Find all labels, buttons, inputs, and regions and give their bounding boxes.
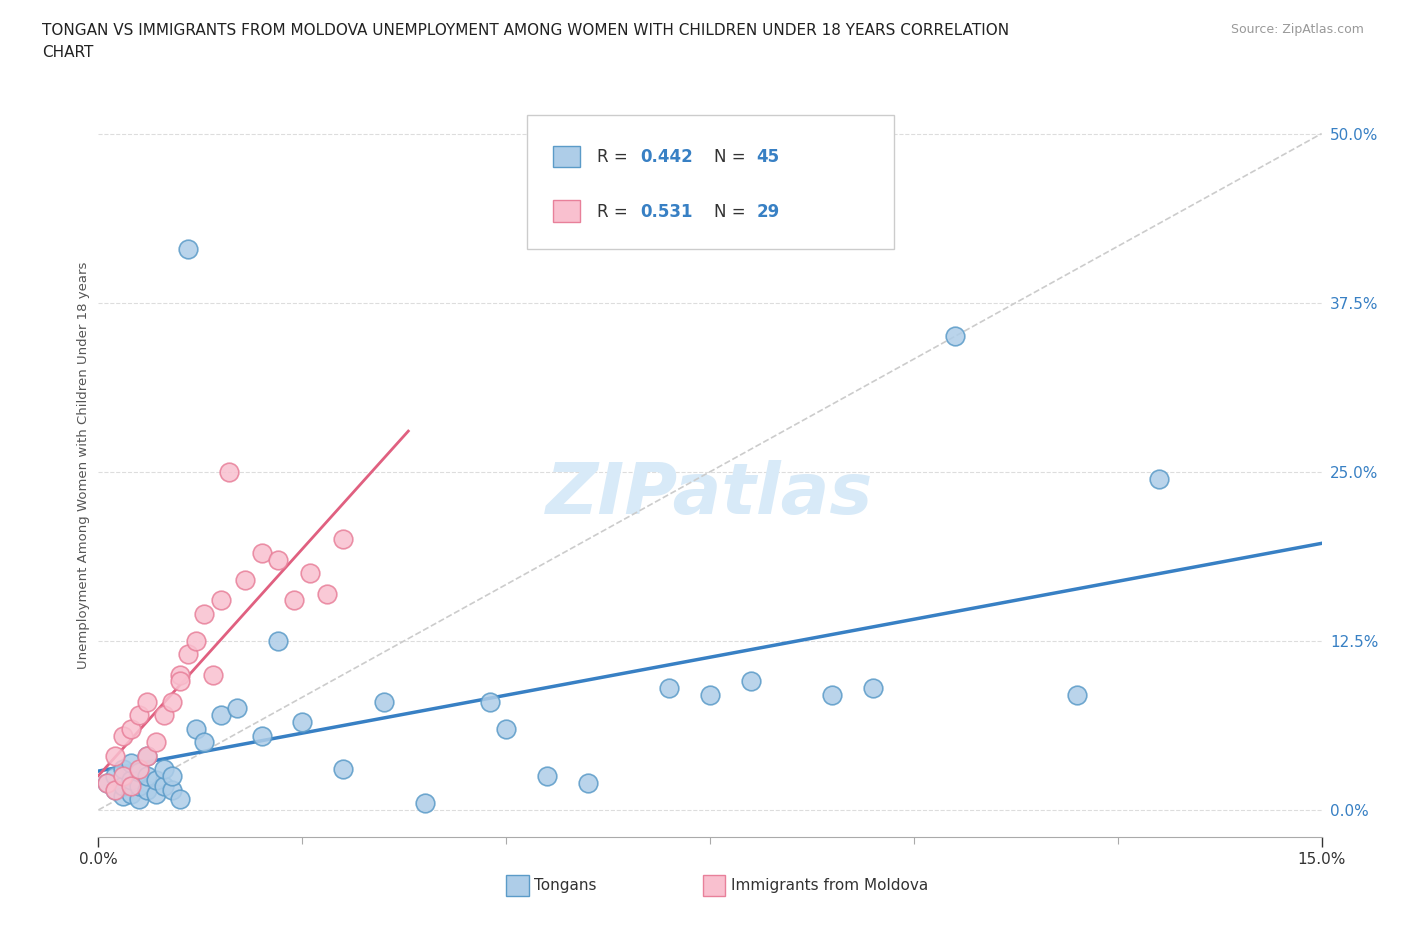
- Point: [283, 592, 305, 607]
- Text: N =: N =: [714, 203, 751, 221]
- Point: [218, 464, 240, 479]
- Point: [169, 791, 191, 806]
- Point: [209, 708, 232, 723]
- Point: [136, 749, 159, 764]
- Text: R =: R =: [598, 148, 634, 166]
- Point: [250, 728, 273, 743]
- Point: [152, 762, 174, 777]
- Point: [576, 776, 599, 790]
- Y-axis label: Unemployment Among Women with Children Under 18 years: Unemployment Among Women with Children U…: [77, 261, 90, 669]
- Point: [373, 695, 395, 710]
- Point: [152, 708, 174, 723]
- Point: [169, 667, 191, 682]
- Point: [169, 674, 191, 689]
- Point: [160, 695, 183, 710]
- Text: CHART: CHART: [42, 45, 94, 60]
- Point: [136, 769, 159, 784]
- Point: [104, 782, 127, 797]
- Point: [111, 769, 134, 784]
- Point: [209, 592, 232, 607]
- Point: [291, 714, 314, 729]
- Point: [821, 687, 844, 702]
- Point: [128, 762, 150, 777]
- Point: [177, 647, 200, 662]
- Point: [299, 565, 322, 580]
- Point: [128, 778, 150, 793]
- Point: [128, 791, 150, 806]
- Point: [136, 749, 159, 764]
- Text: R =: R =: [598, 203, 634, 221]
- Point: [128, 708, 150, 723]
- Point: [1147, 472, 1170, 486]
- Point: [267, 633, 290, 648]
- Point: [145, 773, 167, 788]
- Point: [495, 722, 517, 737]
- Point: [120, 786, 142, 801]
- Text: Tongans: Tongans: [534, 878, 596, 893]
- Point: [862, 681, 884, 696]
- Point: [120, 755, 142, 770]
- Point: [332, 532, 354, 547]
- Point: [201, 667, 224, 682]
- Text: N =: N =: [714, 148, 751, 166]
- Point: [111, 778, 134, 793]
- Point: [104, 769, 127, 784]
- Point: [699, 687, 721, 702]
- Point: [145, 735, 167, 750]
- Text: 0.531: 0.531: [640, 203, 693, 221]
- Point: [111, 789, 134, 804]
- Point: [160, 782, 183, 797]
- Point: [193, 735, 215, 750]
- Point: [96, 776, 118, 790]
- Point: [104, 782, 127, 797]
- Text: 0.442: 0.442: [640, 148, 693, 166]
- Point: [233, 573, 256, 588]
- Point: [128, 764, 150, 779]
- Point: [186, 722, 208, 737]
- Point: [152, 778, 174, 793]
- Point: [413, 796, 436, 811]
- Bar: [554, 145, 581, 166]
- Point: [136, 782, 159, 797]
- Point: [1066, 687, 1088, 702]
- Point: [111, 728, 134, 743]
- Point: [332, 762, 354, 777]
- Point: [478, 695, 501, 710]
- Point: [186, 633, 208, 648]
- Text: Immigrants from Moldova: Immigrants from Moldova: [731, 878, 928, 893]
- Point: [193, 606, 215, 621]
- Text: Source: ZipAtlas.com: Source: ZipAtlas.com: [1230, 23, 1364, 36]
- FancyBboxPatch shape: [526, 115, 894, 249]
- Point: [160, 769, 183, 784]
- Point: [536, 769, 558, 784]
- Text: 45: 45: [756, 148, 780, 166]
- Point: [136, 695, 159, 710]
- Bar: [554, 200, 581, 221]
- Text: 29: 29: [756, 203, 780, 221]
- Point: [267, 552, 290, 567]
- Point: [226, 701, 249, 716]
- Point: [120, 773, 142, 788]
- Point: [104, 749, 127, 764]
- Point: [658, 681, 681, 696]
- Point: [315, 586, 337, 601]
- Text: TONGAN VS IMMIGRANTS FROM MOLDOVA UNEMPLOYMENT AMONG WOMEN WITH CHILDREN UNDER 1: TONGAN VS IMMIGRANTS FROM MOLDOVA UNEMPL…: [42, 23, 1010, 38]
- Point: [111, 762, 134, 777]
- Point: [96, 776, 118, 790]
- Point: [250, 546, 273, 561]
- Point: [740, 674, 762, 689]
- Point: [943, 329, 966, 344]
- Point: [177, 241, 200, 256]
- Point: [120, 722, 142, 737]
- Text: ZIPatlas: ZIPatlas: [547, 460, 873, 529]
- Point: [145, 786, 167, 801]
- Point: [120, 778, 142, 793]
